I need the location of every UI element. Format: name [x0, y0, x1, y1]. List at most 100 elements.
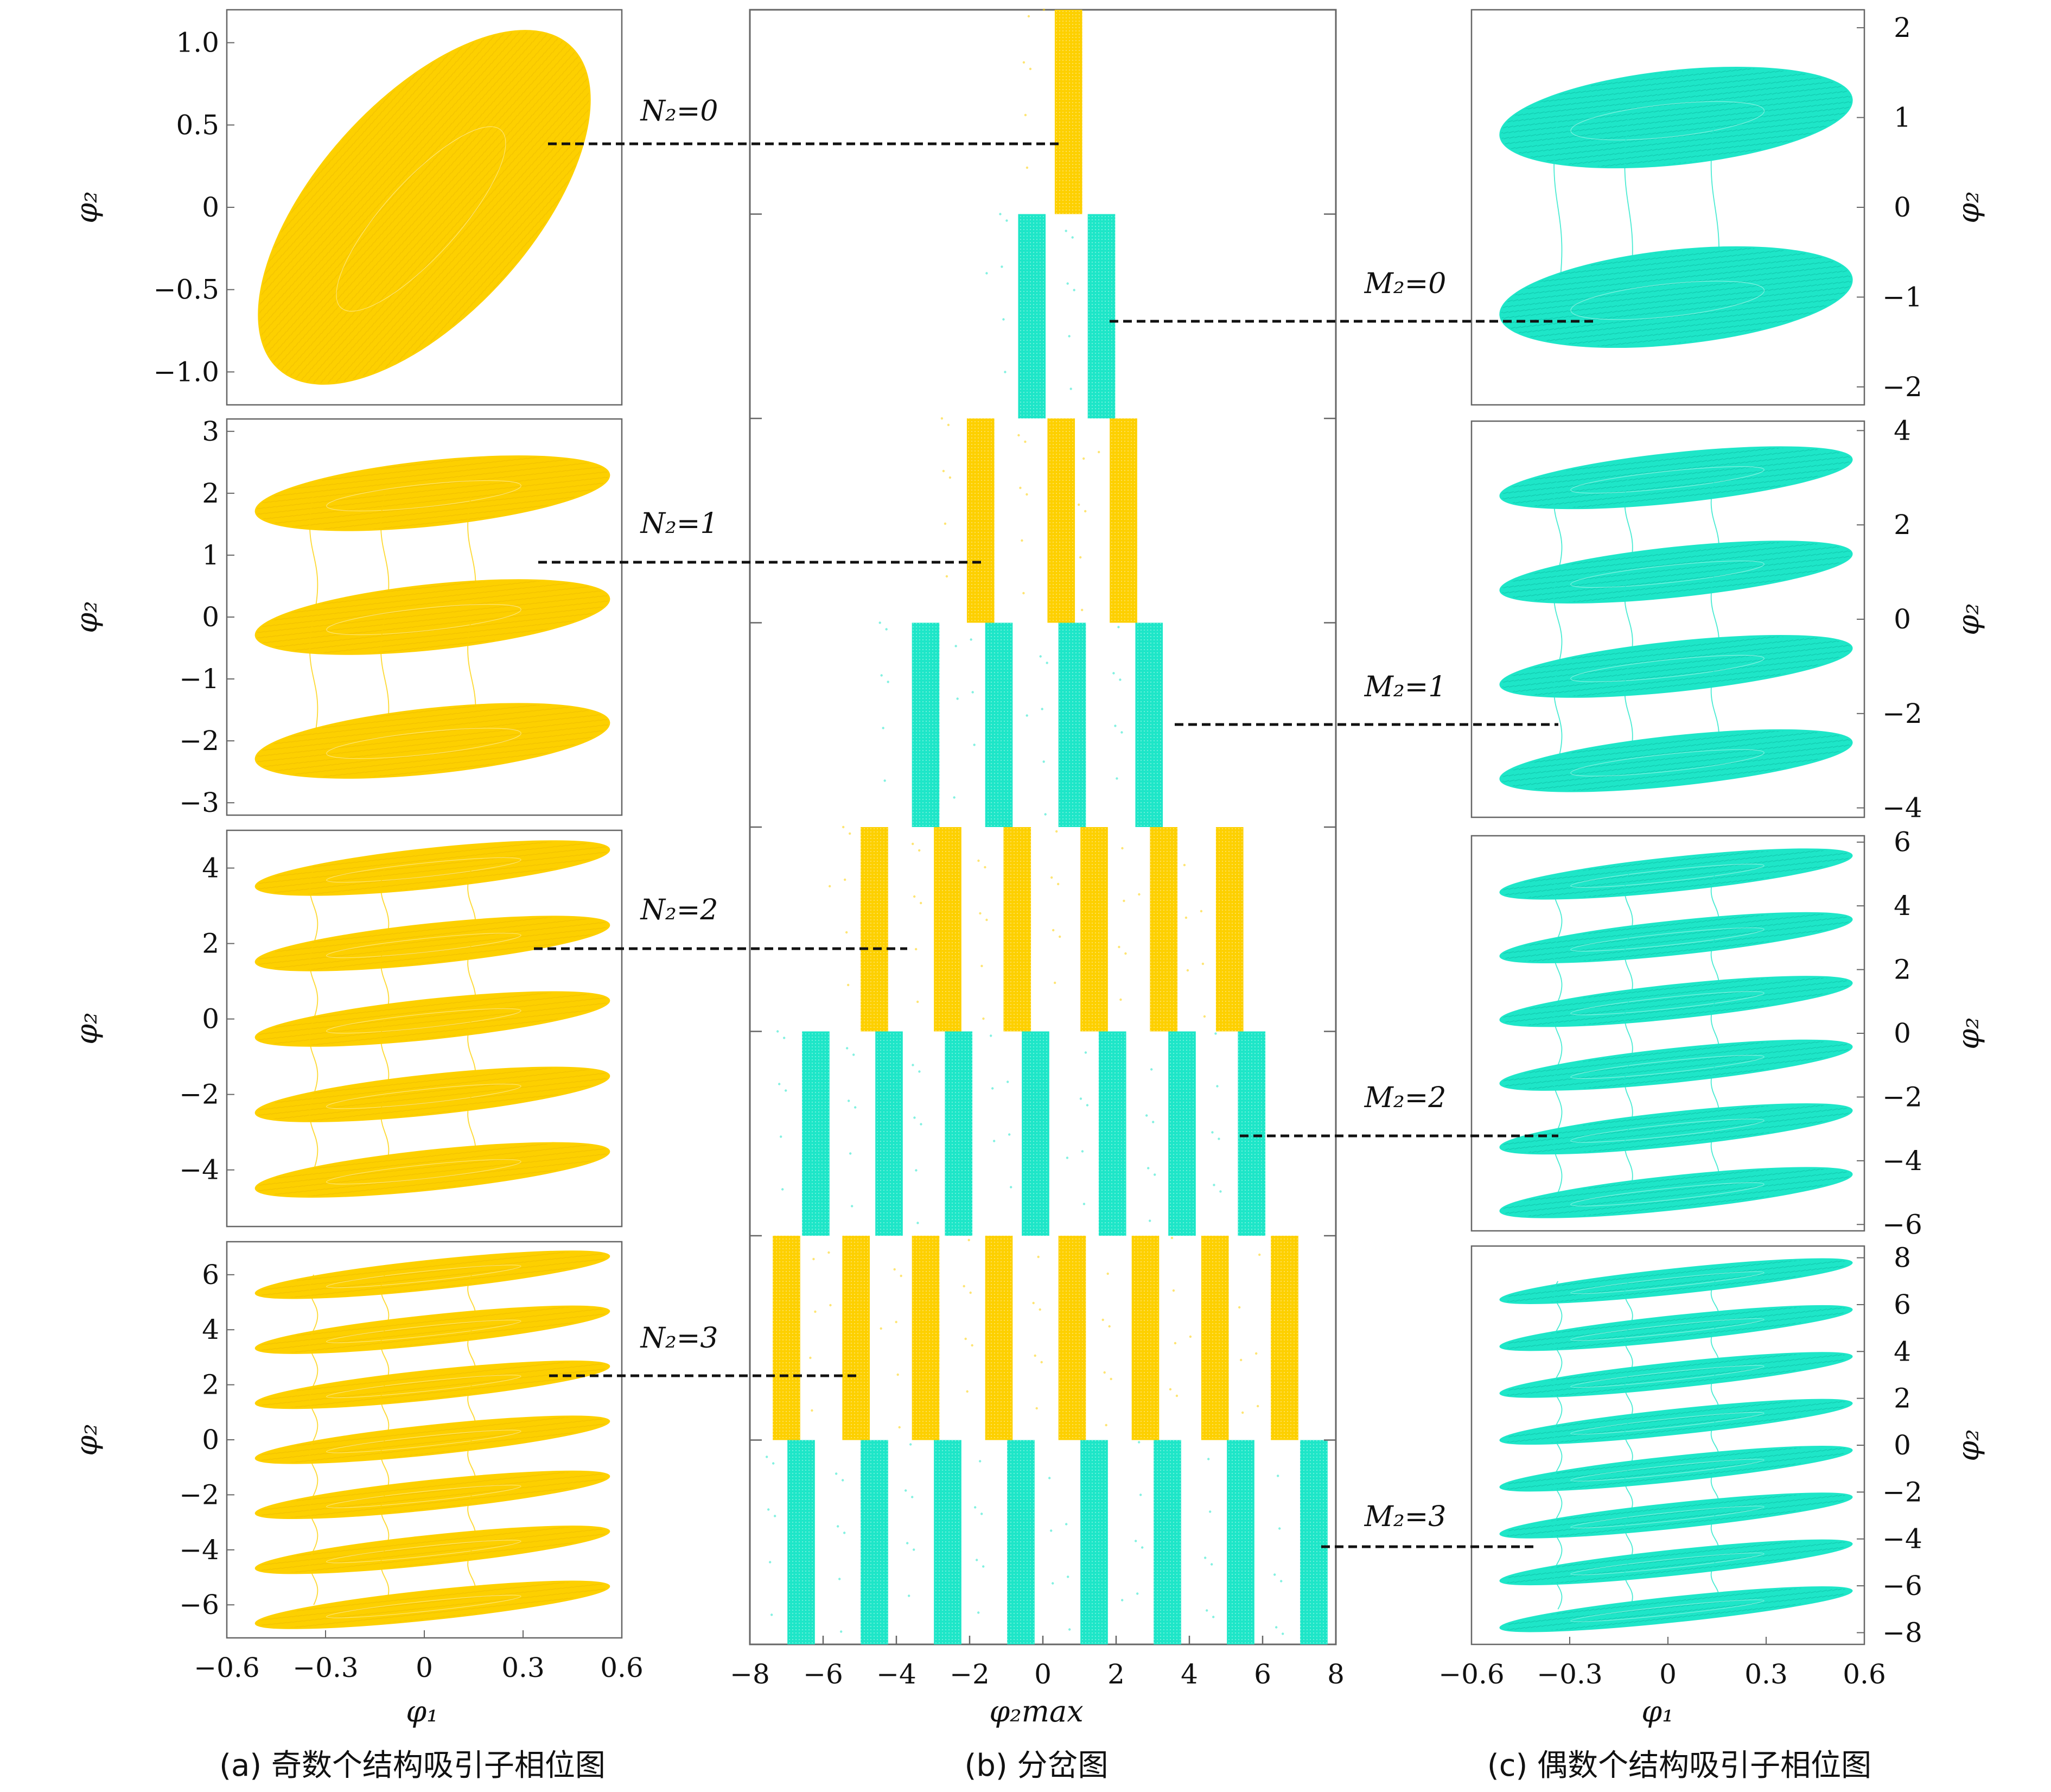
ytick-label-c1-0: 4	[1894, 415, 1911, 446]
scroll-c3-6	[1499, 1539, 1853, 1586]
scatter-pt-r7-8-2	[1276, 1475, 1279, 1477]
ytick-label-a3-1: 4	[202, 1314, 219, 1345]
band-r4-2	[1003, 827, 1031, 1032]
scatter-pt-r6-1-4	[812, 1257, 815, 1261]
filament-a2-0-0	[309, 868, 319, 944]
ytick-label-c2-5: −4	[1882, 1145, 1922, 1177]
scroll-inner-c3-6	[1570, 1552, 1765, 1575]
ytick-label-a2-4: −4	[179, 1154, 219, 1186]
ytick-label-c3-3: 2	[1894, 1383, 1911, 1414]
scatter-pt-r2-0-5	[948, 476, 952, 479]
scatter-pt-r6-5-1	[1103, 1371, 1106, 1374]
scroll-body-a3-3	[254, 1415, 610, 1464]
scroll-inner-c0-1	[1570, 281, 1765, 320]
ylabel-a1: φ₂	[69, 601, 104, 633]
scatter-pt-r5-4-0	[1079, 1097, 1082, 1100]
scroll-inner-c3-2	[1570, 1365, 1765, 1388]
ytick-label-c2-3: 0	[1894, 1018, 1911, 1049]
scatter-pt-r7-8-0	[1273, 1573, 1276, 1576]
scroll-body-c3-7	[1499, 1586, 1853, 1632]
scroll-body-c1-0	[1499, 446, 1853, 510]
scatter-pt-r6-7-0	[1254, 1352, 1258, 1355]
scroll-inner-a2-3	[326, 1083, 521, 1109]
scroll-a3-6	[254, 1580, 610, 1629]
band-r3-0	[912, 622, 940, 827]
scatter-pt-r5-1-5	[853, 1106, 857, 1109]
scatter-pt-r7-3-3	[909, 1443, 912, 1446]
scatter-pt-r5-3-4	[991, 1087, 994, 1090]
ytick-label-c1-3: −2	[1882, 698, 1922, 729]
scatter-pt-r7-5-0	[1065, 1523, 1068, 1526]
scatter-pt-r2-1-1	[1019, 486, 1022, 490]
scroll-body-c3-3	[1499, 1399, 1853, 1445]
ytick-label-a3-5: −4	[179, 1534, 219, 1566]
filament-c3-0-0	[1553, 1281, 1563, 1329]
scatter-pt-r1-1-4	[1071, 236, 1074, 239]
filament-a3-5-0	[309, 1549, 319, 1605]
filament-c2-1-0	[1553, 937, 1563, 1002]
scroll-a1-2	[254, 703, 610, 779]
band-r0-0	[1054, 10, 1082, 214]
scatter-pt-r7-5-3	[1048, 1477, 1051, 1479]
xtick-label-b-6: 4	[1181, 1658, 1198, 1690]
scroll-body-c3-0	[1499, 1258, 1853, 1304]
scroll-body-c1-1	[1499, 541, 1853, 603]
attractor-a2	[226, 829, 623, 1228]
scroll-c1-1	[1499, 541, 1853, 603]
band-r6-2	[912, 1236, 940, 1440]
scatter-pt-r5-0-1	[778, 1083, 781, 1085]
attractor-a3	[226, 1241, 623, 1639]
scroll-inner-c3-7	[1570, 1599, 1765, 1622]
scroll-c2-3	[1499, 1039, 1853, 1091]
scatter-pt-r5-3-1	[1008, 1133, 1011, 1136]
ytick-label-c3-6: −4	[1882, 1523, 1922, 1555]
scatter-pt-r2-0-0	[940, 417, 944, 420]
filament-a1-0-0	[309, 493, 319, 618]
scatter-pt-r0-0-2	[1024, 113, 1027, 117]
band-r7-6	[1154, 1440, 1181, 1644]
scatter-pt-r4-2-4	[984, 866, 986, 869]
scroll-inner-a3-6	[326, 1594, 521, 1618]
band-r7-1	[787, 1440, 815, 1644]
scatter-pt-r0-0-1	[1022, 61, 1026, 64]
scatter-pt-r4-5-3	[1183, 863, 1186, 867]
scatter-pt-r1-1-2	[1068, 335, 1071, 338]
scatter-pt-r4-3-4	[1056, 882, 1060, 886]
scatter-pt-r7-8-4	[1279, 1580, 1283, 1583]
scatter-pt-r4-0-2	[845, 931, 848, 934]
scatter-pt-r6-3-3	[967, 1238, 970, 1242]
scatter-pt-r6-4-4	[1039, 1308, 1041, 1311]
scatter-pt-r6-7-5	[1241, 1411, 1244, 1414]
ytick-label-c0-3: −1	[1882, 281, 1922, 313]
ytick-label-a1-4: −1	[179, 663, 219, 695]
ytick-label-a1-5: −2	[179, 725, 219, 757]
band-r2-0	[966, 418, 995, 623]
scatter-pt-r7-7-2	[1207, 1458, 1210, 1460]
band-r5-5	[1168, 1031, 1196, 1236]
scatter-pt-r4-1-2	[914, 948, 918, 951]
annotation-N3: N₂=3	[640, 1322, 718, 1355]
filament-c1-2-0	[1553, 666, 1563, 761]
scroll-body-c2-4	[1499, 1103, 1853, 1155]
scatter-pt-r5-6-4	[1218, 1138, 1220, 1140]
scroll-body-a0-0	[258, 30, 591, 385]
ytick-label-c3-0: 8	[1894, 1242, 1911, 1274]
scatter-pt-r6-4-0	[1032, 1301, 1035, 1305]
bifurcation-panel	[749, 8, 1337, 1645]
scroll-inner-a1-0	[326, 480, 521, 512]
ytick-label-c2-1: 4	[1894, 890, 1911, 922]
scroll-a3-1	[254, 1305, 610, 1354]
scatter-pt-r3-0-3	[883, 779, 886, 782]
scroll-c3-5	[1499, 1492, 1853, 1539]
scatter-pt-r5-4-5	[1066, 1156, 1069, 1159]
scatter-pt-r2-1-2	[1021, 539, 1023, 542]
filament-c3-2-0	[1553, 1375, 1563, 1422]
scroll-body-c3-4	[1499, 1445, 1853, 1492]
scatter-pt-r6-6-0	[1189, 1335, 1192, 1338]
scroll-body-c2-1	[1499, 912, 1853, 963]
scatter-pt-r6-2-3	[898, 1426, 901, 1429]
yticks-c2: 6 4 2 0 −2 −4 −6 φ₂	[1857, 827, 1985, 1240]
scatter-pt-r5-4-2	[1082, 1203, 1086, 1205]
scatter-pt-r6-5-0	[1101, 1318, 1104, 1321]
scatter-pt-r7-5-5	[1051, 1582, 1054, 1585]
